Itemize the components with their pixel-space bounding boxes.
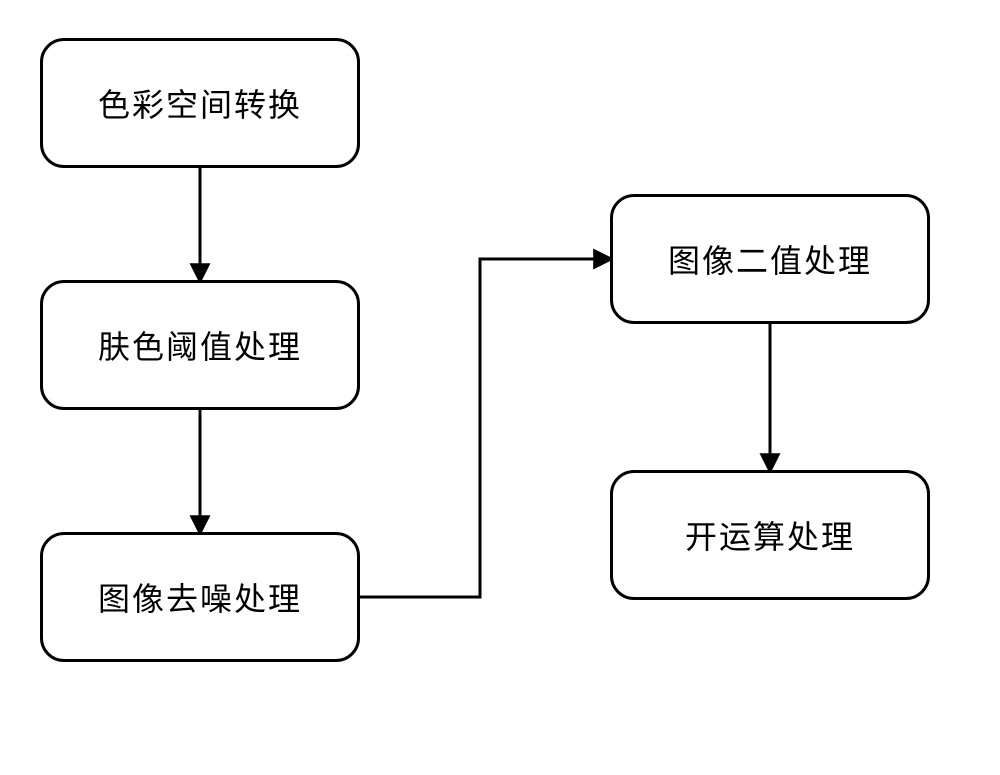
flow-node-n2: 肤色阈值处理 (40, 280, 360, 410)
flow-edge-n3-n4 (360, 259, 610, 597)
flowchart-canvas: 色彩空间转换肤色阈值处理图像去噪处理 图像二值处理开运算处理 (0, 0, 1000, 775)
flow-node-n1: 色彩空间转换 (40, 38, 360, 168)
flow-node-n5: 开运算处理 (610, 470, 930, 600)
flow-node-label: 开运算处理 (685, 512, 855, 558)
flow-node-label: 色彩空间转换 (98, 80, 302, 126)
flow-node-label: 图像去噪处理 (98, 574, 302, 620)
flow-node-n4: 图像二值处理 (610, 194, 930, 324)
flow-node-label: 肤色阈值处理 (98, 322, 302, 368)
flow-node-label: 图像二值处理 (668, 236, 872, 282)
flow-node-n3: 图像去噪处理 (40, 532, 360, 662)
